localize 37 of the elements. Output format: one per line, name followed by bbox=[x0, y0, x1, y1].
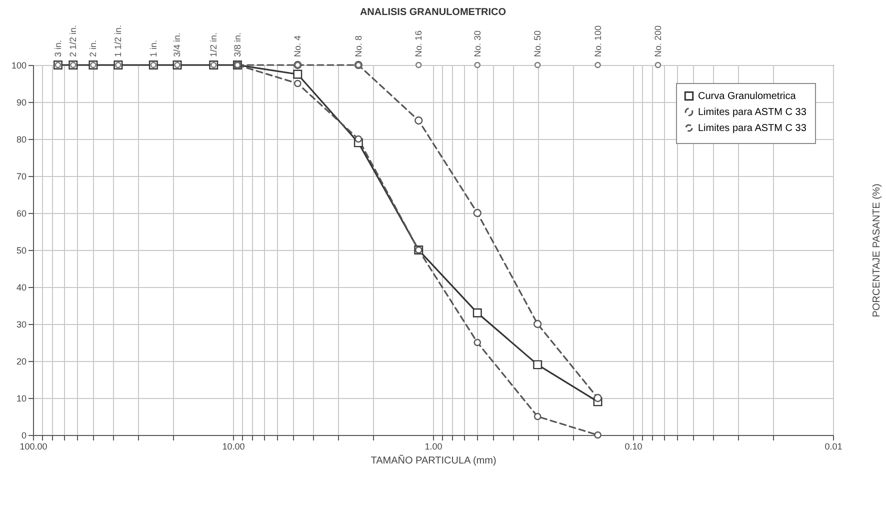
y-tick-label: 50 bbox=[16, 246, 26, 256]
annotation: No. 100 bbox=[592, 25, 603, 57]
y-tick-label: 60 bbox=[16, 208, 26, 218]
y-tick-label: 90 bbox=[16, 98, 26, 108]
legend-label: Limites para ASTM C 33 bbox=[698, 107, 807, 118]
y-tick-label: 30 bbox=[16, 320, 26, 330]
x-tick-label: 10.00 bbox=[222, 442, 245, 452]
annotation: No. 30 bbox=[472, 30, 482, 57]
y-tick-label: 0 bbox=[21, 430, 26, 440]
y-tick-label: 70 bbox=[16, 172, 26, 182]
y-tick-label: 100 bbox=[11, 60, 26, 70]
annotation: No. 8 bbox=[353, 35, 364, 57]
y-axis-title: PORCENTAJE PASANTE (%) bbox=[872, 184, 882, 318]
y-tick-label: 40 bbox=[16, 282, 26, 292]
annotation: No. 200 bbox=[652, 25, 663, 57]
annotation: 1 1/2 in. bbox=[113, 24, 124, 57]
annotation: No. 50 bbox=[532, 30, 543, 57]
annotation: 3/8 in. bbox=[232, 32, 242, 57]
x-tick-label: 0.01 bbox=[824, 442, 842, 452]
x-axis-title: TAMAÑO PARTICULA (mm) bbox=[370, 454, 496, 466]
x-tick-label: 0.10 bbox=[624, 442, 642, 452]
annotation: 3/4 in. bbox=[172, 32, 182, 57]
annotation: No. 16 bbox=[414, 30, 424, 57]
annotation: 1 in. bbox=[148, 40, 158, 57]
annotation: 2 1/2 in. bbox=[68, 24, 78, 57]
annotation: 3 in. bbox=[52, 40, 63, 57]
y-tick-label: 10 bbox=[16, 394, 26, 404]
annotation: No. 4 bbox=[292, 35, 303, 57]
x-tick-label: 100.00 bbox=[20, 442, 48, 452]
annotation: 1/2 in. bbox=[208, 32, 219, 57]
x-tick-label: 1.00 bbox=[424, 442, 442, 452]
annotation: 2 in. bbox=[88, 40, 98, 57]
y-tick-label: 20 bbox=[16, 356, 26, 366]
y-tick-label: 80 bbox=[16, 134, 26, 144]
chart-title: ANALISIS GRANULOMETRICO bbox=[360, 6, 506, 18]
legend-label: Curva Granulometrica bbox=[698, 91, 796, 102]
legend-label: Limites para ASTM C 33 bbox=[698, 123, 807, 134]
